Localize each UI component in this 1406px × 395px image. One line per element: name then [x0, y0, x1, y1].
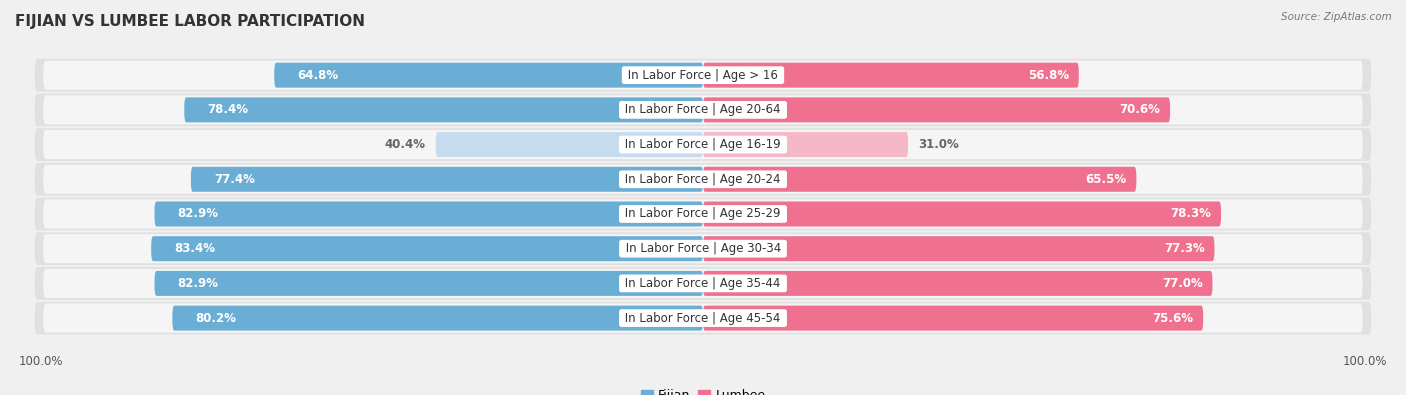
FancyBboxPatch shape [44, 60, 1362, 90]
Text: 78.4%: 78.4% [208, 103, 249, 117]
FancyBboxPatch shape [44, 269, 1362, 298]
Text: 82.9%: 82.9% [177, 207, 219, 220]
FancyBboxPatch shape [173, 306, 703, 331]
Text: 56.8%: 56.8% [1028, 69, 1069, 82]
FancyBboxPatch shape [155, 201, 703, 226]
FancyBboxPatch shape [703, 167, 1136, 192]
Text: 31.0%: 31.0% [918, 138, 959, 151]
Text: In Labor Force | Age 45-54: In Labor Force | Age 45-54 [621, 312, 785, 325]
Text: 77.0%: 77.0% [1161, 277, 1202, 290]
FancyBboxPatch shape [35, 232, 1371, 265]
Text: In Labor Force | Age 20-24: In Labor Force | Age 20-24 [621, 173, 785, 186]
FancyBboxPatch shape [35, 128, 1371, 161]
FancyBboxPatch shape [191, 167, 703, 192]
Legend: Fijian, Lumbee: Fijian, Lumbee [636, 384, 770, 395]
FancyBboxPatch shape [436, 132, 703, 157]
FancyBboxPatch shape [155, 271, 703, 296]
FancyBboxPatch shape [35, 163, 1371, 196]
Text: In Labor Force | Age 30-34: In Labor Force | Age 30-34 [621, 242, 785, 255]
Text: 70.6%: 70.6% [1119, 103, 1160, 117]
Text: 40.4%: 40.4% [385, 138, 426, 151]
FancyBboxPatch shape [274, 63, 703, 88]
FancyBboxPatch shape [703, 63, 1078, 88]
FancyBboxPatch shape [35, 302, 1371, 335]
FancyBboxPatch shape [703, 306, 1204, 331]
FancyBboxPatch shape [184, 98, 703, 122]
Text: In Labor Force | Age 35-44: In Labor Force | Age 35-44 [621, 277, 785, 290]
Text: In Labor Force | Age 20-64: In Labor Force | Age 20-64 [621, 103, 785, 117]
FancyBboxPatch shape [152, 236, 703, 261]
FancyBboxPatch shape [703, 236, 1215, 261]
Text: 75.6%: 75.6% [1153, 312, 1194, 325]
FancyBboxPatch shape [35, 267, 1371, 300]
Text: In Labor Force | Age 25-29: In Labor Force | Age 25-29 [621, 207, 785, 220]
FancyBboxPatch shape [35, 59, 1371, 92]
FancyBboxPatch shape [44, 303, 1362, 333]
Text: 64.8%: 64.8% [298, 69, 339, 82]
FancyBboxPatch shape [44, 165, 1362, 194]
FancyBboxPatch shape [35, 94, 1371, 126]
Text: 77.3%: 77.3% [1164, 242, 1205, 255]
Text: FIJIAN VS LUMBEE LABOR PARTICIPATION: FIJIAN VS LUMBEE LABOR PARTICIPATION [14, 14, 364, 29]
FancyBboxPatch shape [35, 198, 1371, 230]
FancyBboxPatch shape [703, 271, 1212, 296]
FancyBboxPatch shape [44, 234, 1362, 263]
FancyBboxPatch shape [703, 201, 1220, 226]
FancyBboxPatch shape [44, 130, 1362, 159]
Text: 82.9%: 82.9% [177, 277, 219, 290]
FancyBboxPatch shape [44, 95, 1362, 124]
Text: 83.4%: 83.4% [174, 242, 215, 255]
Text: In Labor Force | Age 16-19: In Labor Force | Age 16-19 [621, 138, 785, 151]
FancyBboxPatch shape [44, 199, 1362, 229]
FancyBboxPatch shape [703, 98, 1170, 122]
Text: Source: ZipAtlas.com: Source: ZipAtlas.com [1281, 12, 1392, 22]
Text: 77.4%: 77.4% [214, 173, 254, 186]
Text: 65.5%: 65.5% [1085, 173, 1126, 186]
FancyBboxPatch shape [703, 132, 908, 157]
Text: 78.3%: 78.3% [1170, 207, 1211, 220]
Text: In Labor Force | Age > 16: In Labor Force | Age > 16 [624, 69, 782, 82]
Text: 80.2%: 80.2% [195, 312, 236, 325]
